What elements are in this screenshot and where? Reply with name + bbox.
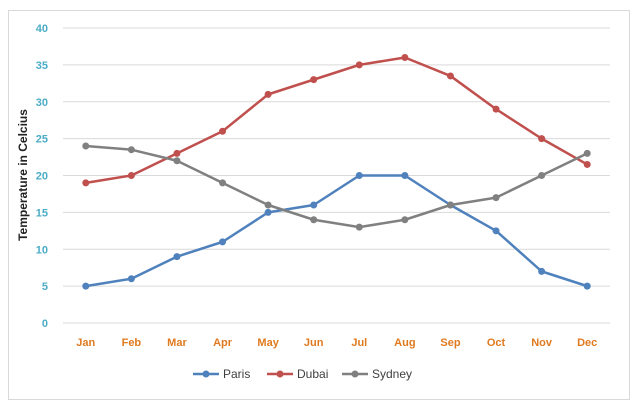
legend-item-dubai: Dubai xyxy=(267,367,328,381)
y-tick-label: 0 xyxy=(42,318,48,330)
data-point-paris xyxy=(310,201,318,209)
x-tick-label: Jun xyxy=(304,337,324,349)
y-tick-label: 20 xyxy=(36,171,48,183)
data-point-dubai xyxy=(446,72,454,80)
x-tick-label: Feb xyxy=(122,337,142,349)
data-point-paris xyxy=(355,172,363,179)
data-point-paris xyxy=(492,227,500,235)
data-point-sydney xyxy=(538,172,546,179)
data-point-dubai xyxy=(82,179,90,187)
y-axis-ticks: 0 5 10 15 20 25 30 35 40 xyxy=(36,23,48,330)
data-point-paris xyxy=(173,253,181,261)
data-point-sydney xyxy=(310,216,318,224)
data-point-dubai xyxy=(355,61,363,69)
data-point-paris xyxy=(401,172,409,179)
data-point-paris xyxy=(219,238,227,246)
x-tick-label: Nov xyxy=(531,337,553,349)
legend: Paris Dubai Sydney xyxy=(193,367,412,381)
data-point-dubai xyxy=(583,160,591,168)
series-line-sydney xyxy=(85,144,588,229)
x-tick-label: Mar xyxy=(167,337,187,349)
data-point-sydney xyxy=(264,201,272,209)
x-tick-label: Aug xyxy=(394,337,415,349)
data-point-dubai xyxy=(264,90,272,98)
data-point-sydney xyxy=(401,216,409,224)
x-tick-label: Jul xyxy=(351,337,367,349)
data-point-sydney xyxy=(219,179,227,187)
legend-label: Sydney xyxy=(372,367,412,381)
legend-label: Dubai xyxy=(297,367,328,381)
series-group xyxy=(82,54,591,290)
x-tick-label: May xyxy=(257,337,279,349)
data-point-paris xyxy=(583,282,591,290)
y-tick-label: 15 xyxy=(36,207,48,219)
data-point-paris xyxy=(82,282,90,290)
data-point-sydney xyxy=(127,146,135,154)
data-point-sydney xyxy=(492,194,500,202)
data-point-dubai xyxy=(538,135,546,143)
legend-label: Paris xyxy=(223,367,250,381)
y-tick-label: 25 xyxy=(36,134,48,146)
y-tick-label: 5 xyxy=(42,281,48,293)
data-point-paris xyxy=(538,267,546,275)
data-point-sydney xyxy=(173,157,181,165)
legend-item-paris: Paris xyxy=(193,367,250,381)
series-sydney xyxy=(82,142,591,231)
series-dubai xyxy=(82,54,591,187)
data-point-dubai xyxy=(219,127,227,135)
x-tick-label: Jan xyxy=(76,337,95,349)
x-tick-label: Apr xyxy=(213,337,233,349)
series-line-dubai xyxy=(85,56,588,185)
x-axis-ticks: Jan Feb Mar Apr May Jun Jul Aug Sep Oct Nov Dec xyxy=(76,337,597,349)
data-point-paris xyxy=(264,208,272,216)
x-tick-label: Dec xyxy=(577,337,597,349)
legend-swatch-marker xyxy=(276,370,284,378)
data-point-paris xyxy=(127,275,135,283)
x-tick-label: Sep xyxy=(440,337,460,349)
data-point-sydney xyxy=(446,201,454,209)
data-point-dubai xyxy=(310,76,318,84)
legend-item-sydney: Sydney xyxy=(342,367,412,381)
chart-frame xyxy=(8,10,630,400)
data-point-dubai xyxy=(127,172,135,179)
data-point-dubai xyxy=(492,105,500,113)
legend-swatch-marker xyxy=(351,370,359,378)
x-tick-label: Oct xyxy=(487,337,506,349)
y-tick-label: 30 xyxy=(36,97,48,109)
data-point-dubai xyxy=(401,54,409,61)
y-axis-label: Temperature in Celcius xyxy=(16,109,30,241)
data-point-sydney xyxy=(82,142,90,150)
series-line-paris xyxy=(85,174,588,288)
data-point-sydney xyxy=(583,149,591,157)
y-tick-label: 40 xyxy=(36,23,48,35)
data-point-sydney xyxy=(355,223,363,231)
legend-swatch-marker xyxy=(202,370,210,378)
y-tick-label: 35 xyxy=(36,60,48,72)
y-tick-label: 10 xyxy=(36,244,48,256)
gridlines xyxy=(63,27,610,324)
data-point-dubai xyxy=(173,149,181,157)
